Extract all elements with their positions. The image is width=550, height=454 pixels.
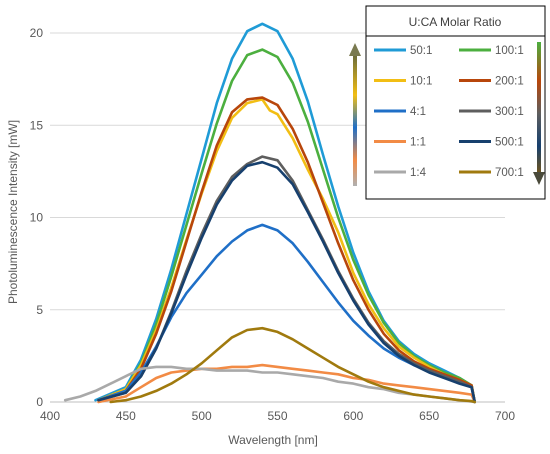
legend-title: U:CA Molar Ratio	[409, 15, 502, 29]
y-tick-label: 5	[36, 303, 43, 317]
decreasing-ratio-arrow	[533, 42, 545, 185]
series-lines	[63, 22, 476, 404]
legend-label: 4:1	[410, 106, 426, 118]
series-line-200-1	[97, 96, 476, 404]
series-line-700-1	[109, 326, 476, 404]
legend-label: 1:4	[410, 167, 427, 179]
increasing-ratio-arrow	[349, 43, 361, 186]
y-tick-labels: 0 5 10 15 20	[30, 26, 44, 409]
series-line-500-1	[97, 160, 476, 404]
legend-label: 500:1	[495, 137, 524, 149]
legend-label: 700:1	[495, 167, 524, 179]
x-tick-label: 700	[495, 409, 515, 423]
y-tick-label: 20	[30, 26, 44, 40]
legend: U:CA Molar Ratio 50:1 100:1 10:1 200:1 4:1 30…	[365, 5, 546, 200]
y-tick-label: 10	[30, 211, 44, 225]
x-axis-title: Wavelength [nm]	[228, 433, 318, 447]
legend-label: 50:1	[410, 45, 432, 57]
series-line-100-1	[97, 48, 476, 404]
x-tick-label: 600	[343, 409, 363, 423]
series-line-50-1	[94, 22, 476, 404]
legend-label: 1:1	[410, 137, 426, 149]
y-axis-title: Photoluminescence Intensity [mW]	[6, 120, 20, 304]
x-tick-label: 500	[192, 409, 212, 423]
x-tick-label: 650	[419, 409, 439, 423]
x-tick-label: 400	[40, 409, 60, 423]
y-tick-label: 15	[30, 118, 44, 132]
x-tick-label: 550	[267, 409, 287, 423]
series-line-4-1	[97, 223, 476, 404]
legend-label: 100:1	[495, 45, 524, 57]
legend-label: 10:1	[410, 76, 432, 88]
y-tick-label: 0	[36, 395, 43, 409]
x-tick-labels: 400 450 500 550 600 650 700	[40, 409, 515, 423]
legend-box	[365, 5, 546, 200]
series-line-1-1	[97, 363, 476, 404]
legend-label: 200:1	[495, 76, 524, 88]
legend-label: 300:1	[495, 106, 524, 118]
x-tick-label: 450	[116, 409, 136, 423]
